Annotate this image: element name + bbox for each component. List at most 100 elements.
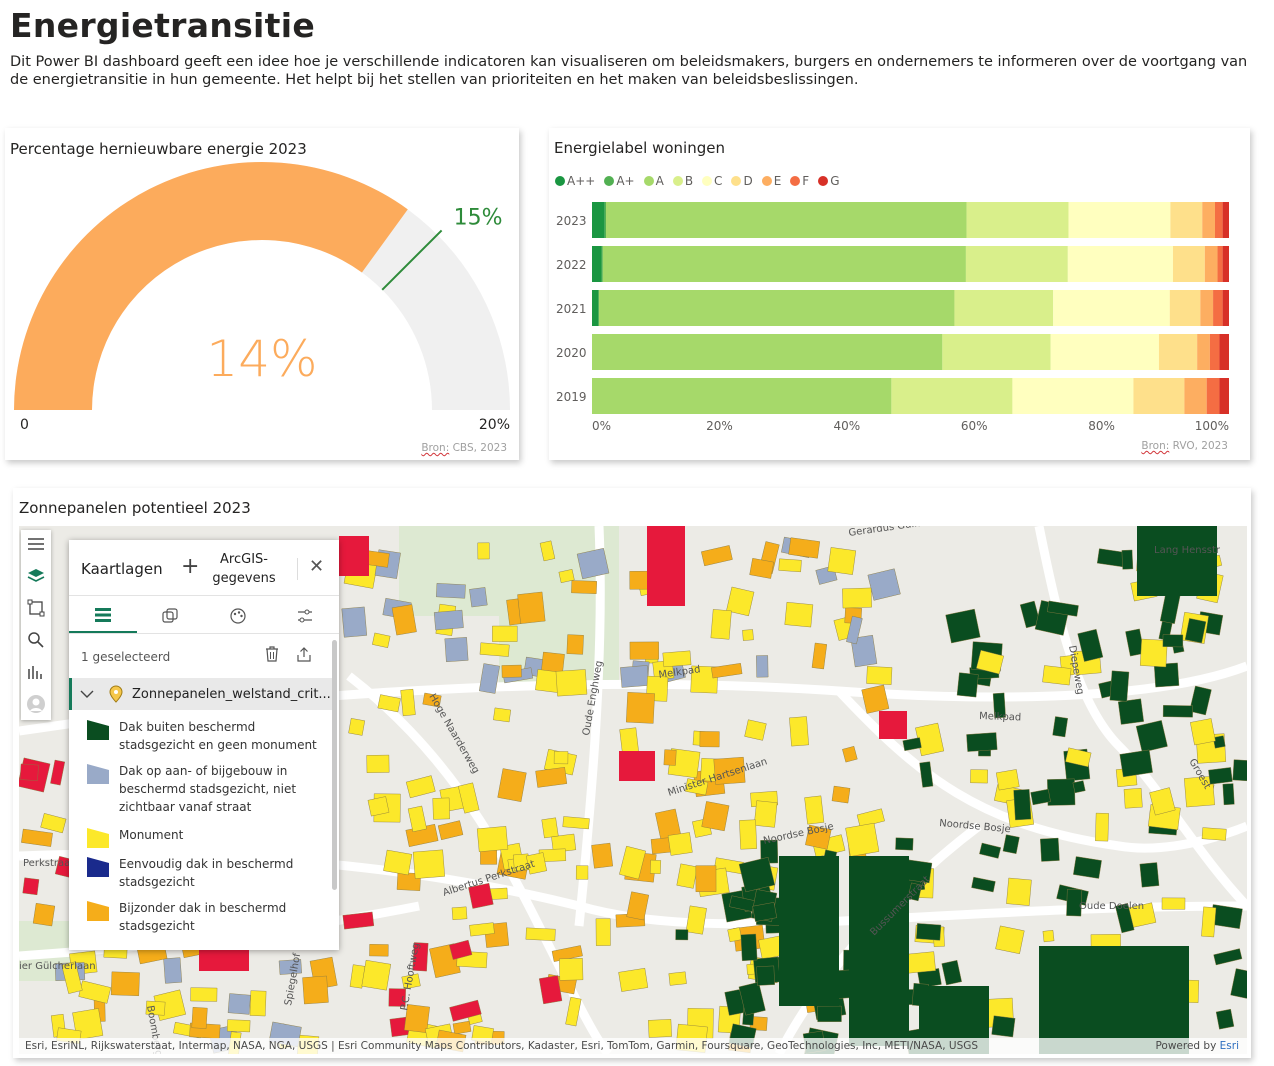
- building[interactable]: [811, 642, 828, 670]
- gauge-card[interactable]: Percentage hernieuwbare energie 2023 15%…: [5, 128, 519, 460]
- building[interactable]: [663, 749, 677, 766]
- building[interactable]: [451, 906, 468, 921]
- building[interactable]: [756, 655, 769, 678]
- bar-segment-e[interactable]: [1204, 246, 1218, 282]
- building[interactable]: [976, 650, 1004, 675]
- legend-item-d[interactable]: D: [731, 174, 753, 188]
- building[interactable]: [941, 960, 962, 986]
- building[interactable]: [1161, 897, 1186, 910]
- building[interactable]: [535, 767, 568, 788]
- building[interactable]: [367, 796, 390, 817]
- tab-basemap[interactable]: [137, 598, 205, 633]
- building[interactable]: [753, 800, 778, 828]
- building[interactable]: [752, 902, 778, 922]
- building[interactable]: [1162, 634, 1184, 648]
- building[interactable]: [479, 642, 510, 657]
- building[interactable]: [846, 615, 863, 645]
- building[interactable]: [444, 637, 469, 663]
- building[interactable]: [1184, 776, 1215, 808]
- bar-segment-b[interactable]: [954, 290, 1054, 326]
- building[interactable]: [501, 664, 522, 678]
- building[interactable]: [61, 961, 83, 994]
- building[interactable]: [341, 606, 368, 638]
- building[interactable]: [78, 980, 112, 1004]
- building[interactable]: [739, 819, 757, 850]
- building[interactable]: [391, 604, 417, 636]
- bar-segment-b[interactable]: [942, 334, 1051, 370]
- building[interactable]: [685, 905, 707, 935]
- bar-segment-c[interactable]: [1068, 202, 1171, 238]
- building[interactable]: [971, 876, 996, 893]
- legend-item-b[interactable]: B: [672, 174, 693, 188]
- building[interactable]: [966, 732, 998, 752]
- building[interactable]: [756, 965, 775, 986]
- building[interactable]: [618, 967, 649, 992]
- building[interactable]: [339, 536, 369, 576]
- building[interactable]: [1019, 600, 1041, 629]
- building[interactable]: [701, 545, 733, 567]
- building[interactable]: [1159, 592, 1181, 624]
- building[interactable]: [21, 828, 53, 847]
- bar-segment-d[interactable]: [1158, 334, 1198, 370]
- building[interactable]: [649, 859, 662, 874]
- building[interactable]: [404, 1004, 430, 1033]
- building[interactable]: [779, 856, 839, 1006]
- building[interactable]: [690, 665, 719, 694]
- bar-segment-a[interactable]: [606, 202, 967, 238]
- building[interactable]: [1006, 877, 1032, 906]
- building[interactable]: [619, 751, 655, 781]
- building[interactable]: [1073, 856, 1102, 879]
- bar-segment-b[interactable]: [965, 246, 1068, 282]
- layers-icon[interactable]: [26, 566, 46, 586]
- building[interactable]: [919, 761, 934, 788]
- building[interactable]: [1117, 698, 1144, 725]
- building[interactable]: [1002, 834, 1020, 854]
- energy-label-card[interactable]: Energielabel woningen A++ A+ A B C D E F G 2023 2…: [549, 128, 1250, 460]
- bar-segment-g[interactable]: [1222, 202, 1229, 238]
- building[interactable]: [1047, 778, 1076, 806]
- tab-layers-list[interactable]: [69, 598, 137, 633]
- building[interactable]: [1201, 906, 1217, 938]
- building[interactable]: [1095, 812, 1109, 842]
- bar-segment-f[interactable]: [1213, 290, 1223, 326]
- building[interactable]: [1042, 930, 1055, 943]
- building[interactable]: [559, 958, 584, 981]
- building[interactable]: [369, 944, 389, 957]
- building[interactable]: [302, 975, 329, 1005]
- building[interactable]: [916, 923, 942, 941]
- building[interactable]: [991, 1015, 1016, 1038]
- user-avatar-icon[interactable]: [26, 694, 46, 714]
- building[interactable]: [145, 1000, 166, 1016]
- select-area-icon[interactable]: [26, 598, 46, 618]
- building[interactable]: [945, 608, 981, 644]
- building[interactable]: [566, 634, 584, 655]
- building[interactable]: [849, 856, 909, 1046]
- building[interactable]: [1042, 665, 1072, 686]
- building[interactable]: [278, 959, 302, 975]
- building[interactable]: [788, 537, 821, 559]
- bar-segment-aplus[interactable]: [598, 290, 600, 326]
- building[interactable]: [784, 601, 814, 628]
- map-card[interactable]: Zonnepanelen potentieel 2023 Melkpad Melk…: [13, 488, 1251, 1058]
- legend-item-c[interactable]: C: [702, 174, 722, 188]
- bar-segment-c[interactable]: [1012, 378, 1134, 414]
- bar-segment-e[interactable]: [1202, 202, 1215, 238]
- building[interactable]: [1047, 600, 1079, 617]
- building[interactable]: [396, 872, 421, 891]
- building[interactable]: [827, 547, 857, 575]
- building[interactable]: [432, 797, 450, 820]
- building[interactable]: [449, 999, 482, 1022]
- bar-segment-aplusplus[interactable]: [592, 202, 605, 238]
- building[interactable]: [727, 927, 743, 943]
- building[interactable]: [110, 971, 140, 997]
- building[interactable]: [1039, 946, 1189, 1054]
- legend-item-g[interactable]: G: [818, 174, 840, 188]
- bar-source[interactable]: Bron: RVO, 2023: [1141, 440, 1228, 452]
- building[interactable]: [619, 845, 646, 880]
- building[interactable]: [449, 939, 473, 960]
- legend-item-a[interactable]: A: [643, 174, 664, 188]
- building[interactable]: [1119, 749, 1153, 778]
- building[interactable]: [525, 852, 547, 875]
- building[interactable]: [979, 842, 1002, 859]
- bar-segment-g[interactable]: [1219, 334, 1229, 370]
